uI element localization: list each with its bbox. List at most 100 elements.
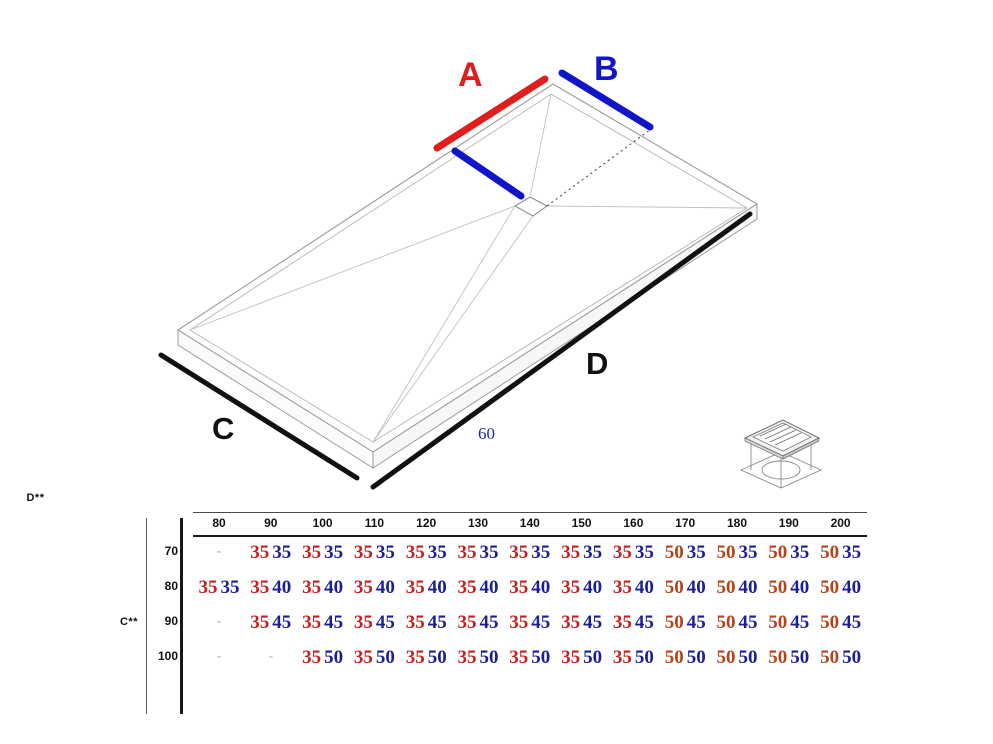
table-header-rule bbox=[193, 535, 867, 537]
table-column-header: 170 bbox=[675, 516, 696, 530]
cell-empty-dash: - bbox=[216, 544, 222, 559]
cell-value-primary: 35 bbox=[353, 612, 373, 633]
table-cell: 35 40 bbox=[240, 577, 302, 599]
table-cell: 50 50 bbox=[654, 647, 716, 669]
cell-value-secondary: 50 bbox=[427, 647, 447, 668]
cell-value-primary: 35 bbox=[250, 577, 270, 598]
table-cell: 35 35 bbox=[602, 542, 664, 564]
cell-empty-dash: - bbox=[216, 649, 222, 664]
table-row-axis-label: C** bbox=[119, 616, 138, 628]
cell-value-secondary: 50 bbox=[686, 647, 706, 668]
table-cell: 50 40 bbox=[654, 577, 716, 599]
cell-value-primary: 35 bbox=[561, 577, 581, 598]
cell-value-secondary: 35 bbox=[686, 542, 706, 563]
table-column-header: 110 bbox=[364, 516, 385, 530]
table-cell: 50 45 bbox=[654, 612, 716, 634]
cell-value-primary: 50 bbox=[768, 612, 788, 633]
table-cell: 35 40 bbox=[602, 577, 664, 599]
table-cell: 50 45 bbox=[706, 612, 768, 634]
cell-value-primary: 35 bbox=[509, 542, 529, 563]
cell-value-secondary: 35 bbox=[324, 542, 344, 563]
cell-value-secondary: 35 bbox=[272, 542, 292, 563]
table-column-header: 130 bbox=[467, 516, 489, 530]
table-cell: - bbox=[188, 647, 250, 665]
cell-value-primary: 50 bbox=[716, 577, 736, 598]
table-column-header: 160 bbox=[623, 516, 644, 530]
cell-value-secondary: 40 bbox=[324, 577, 344, 598]
cell-value-primary: 35 bbox=[612, 542, 632, 563]
cell-value-primary: 50 bbox=[820, 612, 840, 633]
cell-value-primary: 35 bbox=[302, 542, 322, 563]
cell-value-primary: 35 bbox=[250, 612, 270, 633]
cell-value-primary: 35 bbox=[302, 647, 322, 668]
cell-value-primary: 35 bbox=[561, 542, 581, 563]
label-a: A bbox=[458, 56, 483, 94]
cell-value-secondary: 40 bbox=[531, 577, 551, 598]
table-cell: - bbox=[188, 542, 250, 560]
label-b: B bbox=[594, 50, 619, 88]
cell-value-secondary: 45 bbox=[531, 612, 551, 633]
cell-value-secondary: 35 bbox=[375, 542, 395, 563]
cell-value-secondary: 50 bbox=[842, 647, 862, 668]
dimension-line-b-left bbox=[451, 147, 525, 200]
cell-value-secondary: 35 bbox=[738, 542, 758, 563]
cell-value-primary: 50 bbox=[768, 647, 788, 668]
table-cell: 50 50 bbox=[706, 647, 768, 669]
dimension-line-a bbox=[433, 75, 549, 152]
cell-value-primary: 50 bbox=[768, 542, 788, 563]
cell-value-primary: 50 bbox=[716, 647, 736, 668]
table-column-header: 180 bbox=[726, 516, 748, 530]
table-cell: 50 35 bbox=[758, 542, 820, 564]
table-cell: 35 40 bbox=[292, 577, 354, 599]
cell-value-primary: 35 bbox=[405, 577, 425, 598]
cell-value-primary: 50 bbox=[820, 577, 840, 598]
tray-right-edge-face bbox=[372, 203, 758, 469]
cell-value-primary: 35 bbox=[353, 647, 373, 668]
table-cell: 35 45 bbox=[292, 612, 354, 634]
cell-value-primary: 35 bbox=[353, 577, 373, 598]
table-column-header: 80 bbox=[212, 516, 226, 530]
cell-value-primary: 35 bbox=[457, 542, 477, 563]
cell-value-primary: 35 bbox=[612, 647, 632, 668]
cell-value-primary: 35 bbox=[353, 542, 373, 563]
table-cell: 35 45 bbox=[343, 612, 405, 634]
cell-value-secondary: 40 bbox=[583, 577, 603, 598]
cell-value-secondary: 50 bbox=[634, 647, 654, 668]
table-cell: 50 35 bbox=[706, 542, 768, 564]
slope-fold-lines bbox=[189, 93, 748, 443]
table-cell: 35 35 bbox=[447, 542, 509, 564]
drain-trap-icon bbox=[739, 419, 823, 489]
table-cell: 35 40 bbox=[447, 577, 509, 599]
cell-value-secondary: 45 bbox=[324, 612, 344, 633]
cell-value-secondary: 45 bbox=[479, 612, 499, 633]
cell-value-secondary: 35 bbox=[427, 542, 447, 563]
cell-value-secondary: 35 bbox=[634, 542, 654, 563]
cell-value-primary: 50 bbox=[664, 542, 684, 563]
cell-value-secondary: 50 bbox=[790, 647, 810, 668]
cell-value-primary: 50 bbox=[820, 647, 840, 668]
table-cell: 35 50 bbox=[292, 647, 354, 669]
cell-value-secondary: 50 bbox=[531, 647, 551, 668]
cell-value-primary: 35 bbox=[457, 577, 477, 598]
cell-value-primary: 50 bbox=[664, 612, 684, 633]
table-vertical-rule-thin bbox=[146, 518, 147, 714]
cell-value-secondary: 40 bbox=[842, 577, 862, 598]
table-cell: 35 45 bbox=[395, 612, 457, 634]
table-cell: 50 35 bbox=[654, 542, 716, 564]
table-cell: 35 45 bbox=[240, 612, 302, 634]
table-cell: 35 40 bbox=[343, 577, 405, 599]
table-top-rule bbox=[193, 512, 867, 513]
cell-value-primary: 35 bbox=[405, 612, 425, 633]
cell-value-secondary: 35 bbox=[583, 542, 603, 563]
table-cell: 35 35 bbox=[499, 542, 561, 564]
table-cell: - bbox=[240, 647, 302, 665]
cell-value-primary: 35 bbox=[612, 612, 632, 633]
table-cell: 35 35 bbox=[240, 542, 302, 564]
table-col-axis-label: D** bbox=[26, 492, 45, 504]
cell-value-primary: 35 bbox=[405, 647, 425, 668]
label-depth-60: 60 bbox=[478, 424, 495, 443]
cell-value-primary: 35 bbox=[509, 577, 529, 598]
table-cell: 35 50 bbox=[602, 647, 664, 669]
cell-empty-dash: - bbox=[268, 649, 274, 664]
table-column-header: 120 bbox=[416, 516, 437, 530]
